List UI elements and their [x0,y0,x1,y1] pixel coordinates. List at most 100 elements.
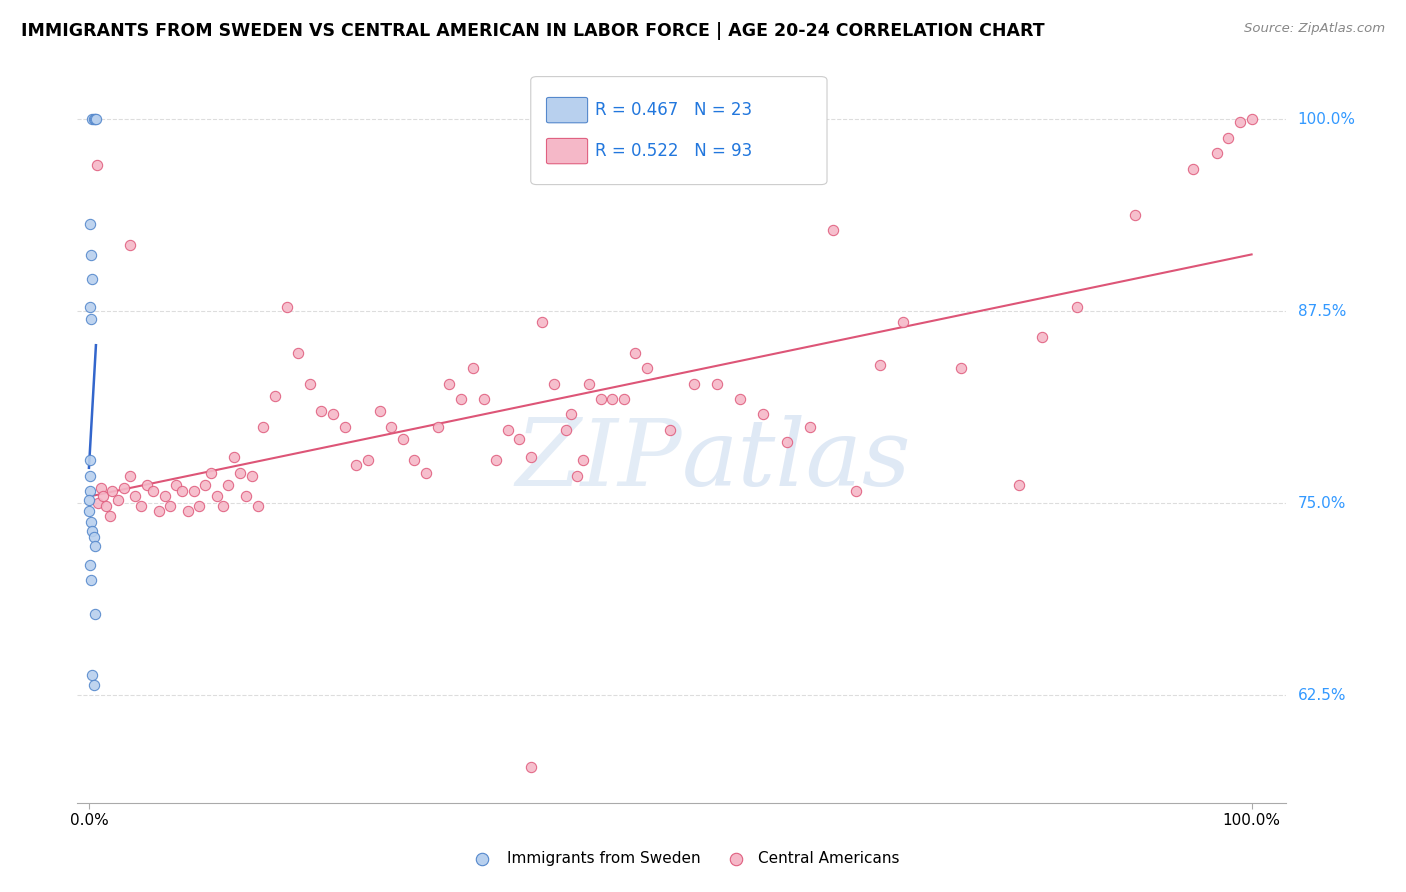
Central Americans [567,468,589,483]
Text: ZIP: ZIP [515,415,682,505]
Central Americans [380,419,402,434]
Immigrants from Sweden [82,112,104,127]
Central Americans [91,489,114,503]
Immigrants from Sweden [77,493,100,508]
Central Americans [153,489,176,503]
Central Americans [118,238,141,252]
Central Americans [1125,208,1147,222]
Immigrants from Sweden [82,272,104,286]
Immigrants from Sweden [79,300,101,314]
Central Americans [183,484,205,499]
Central Americans [1008,478,1031,492]
Central Americans [170,484,193,499]
Immigrants from Sweden [83,530,105,544]
Text: R = 0.522   N = 93: R = 0.522 N = 93 [595,142,752,160]
Central Americans [107,493,129,508]
Text: IMMIGRANTS FROM SWEDEN VS CENTRAL AMERICAN IN LABOR FORCE | AGE 20-24 CORRELATIO: IMMIGRANTS FROM SWEDEN VS CENTRAL AMERIC… [21,22,1045,40]
Central Americans [415,466,437,480]
Text: R = 0.467   N = 23: R = 0.467 N = 23 [595,101,752,120]
Central Americans [177,504,200,518]
Central Americans [392,432,415,446]
Central Americans [235,489,257,503]
Central Americans [1066,300,1088,314]
Central Americans [229,466,252,480]
Central Americans [404,453,426,467]
Central Americans [136,478,159,492]
Central Americans [1182,161,1205,176]
Immigrants from Sweden [82,668,104,682]
Central Americans [520,760,543,774]
Central Americans [188,500,211,514]
Central Americans [450,392,472,406]
Central Americans [159,500,181,514]
Text: atlas: atlas [682,415,911,505]
Immigrants from Sweden [84,112,107,127]
Central Americans [613,392,636,406]
Central Americans [298,376,321,391]
Central Americans [485,453,508,467]
Immigrants from Sweden [83,677,105,691]
Central Americans [560,407,582,421]
Central Americans [426,419,449,434]
Central Americans [752,407,775,421]
Central Americans [1205,146,1227,161]
Central Americans [87,496,110,510]
Central Americans [554,423,576,437]
Immigrants from Sweden [83,539,105,553]
Central Americans [200,466,222,480]
Central Americans [194,478,217,492]
Immigrants from Sweden [77,504,100,518]
Text: 87.5%: 87.5% [1298,304,1346,318]
Central Americans [142,484,165,499]
Central Americans [891,315,914,329]
Immigrants from Sweden [79,558,101,572]
Central Americans [101,484,124,499]
Central Americans [124,489,146,503]
Central Americans [357,453,380,467]
Immigrants from Sweden [79,484,101,499]
Immigrants from Sweden [79,468,101,483]
Central Americans [322,407,344,421]
FancyBboxPatch shape [531,77,827,185]
Central Americans [1240,112,1263,127]
Central Americans [240,468,263,483]
Immigrants from Sweden [83,112,105,127]
Central Americans [287,346,309,360]
Central Americans [368,404,391,418]
Central Americans [96,500,118,514]
Central Americans [682,376,704,391]
Central Americans [333,419,356,434]
Immigrants from Sweden [80,515,103,529]
Central Americans [461,361,484,376]
Immigrants from Sweden [80,247,103,261]
Central Americans [211,500,233,514]
Central Americans [86,159,108,173]
Central Americans [572,453,595,467]
Immigrants from Sweden [80,573,103,587]
Central Americans [821,223,844,237]
Central Americans [246,500,269,514]
Central Americans [90,481,112,495]
Central Americans [659,423,682,437]
Text: Central Americans: Central Americans [758,851,900,866]
Immigrants from Sweden [79,217,101,231]
Immigrants from Sweden [83,607,105,621]
Central Americans [224,450,246,465]
Central Americans [98,508,121,523]
Text: 62.5%: 62.5% [1298,688,1346,703]
Central Americans [252,419,274,434]
Immigrants from Sweden [83,112,105,127]
Central Americans [311,404,333,418]
Central Americans [799,419,821,434]
Central Americans [869,358,891,372]
Central Americans [148,504,170,518]
Immigrants from Sweden [82,524,104,538]
Central Americans [264,389,287,403]
Central Americans [276,300,298,314]
Central Americans [728,392,751,406]
Central Americans [624,346,647,360]
Central Americans [578,376,600,391]
Central Americans [706,376,728,391]
Central Americans [165,478,187,492]
Immigrants from Sweden [79,453,101,467]
